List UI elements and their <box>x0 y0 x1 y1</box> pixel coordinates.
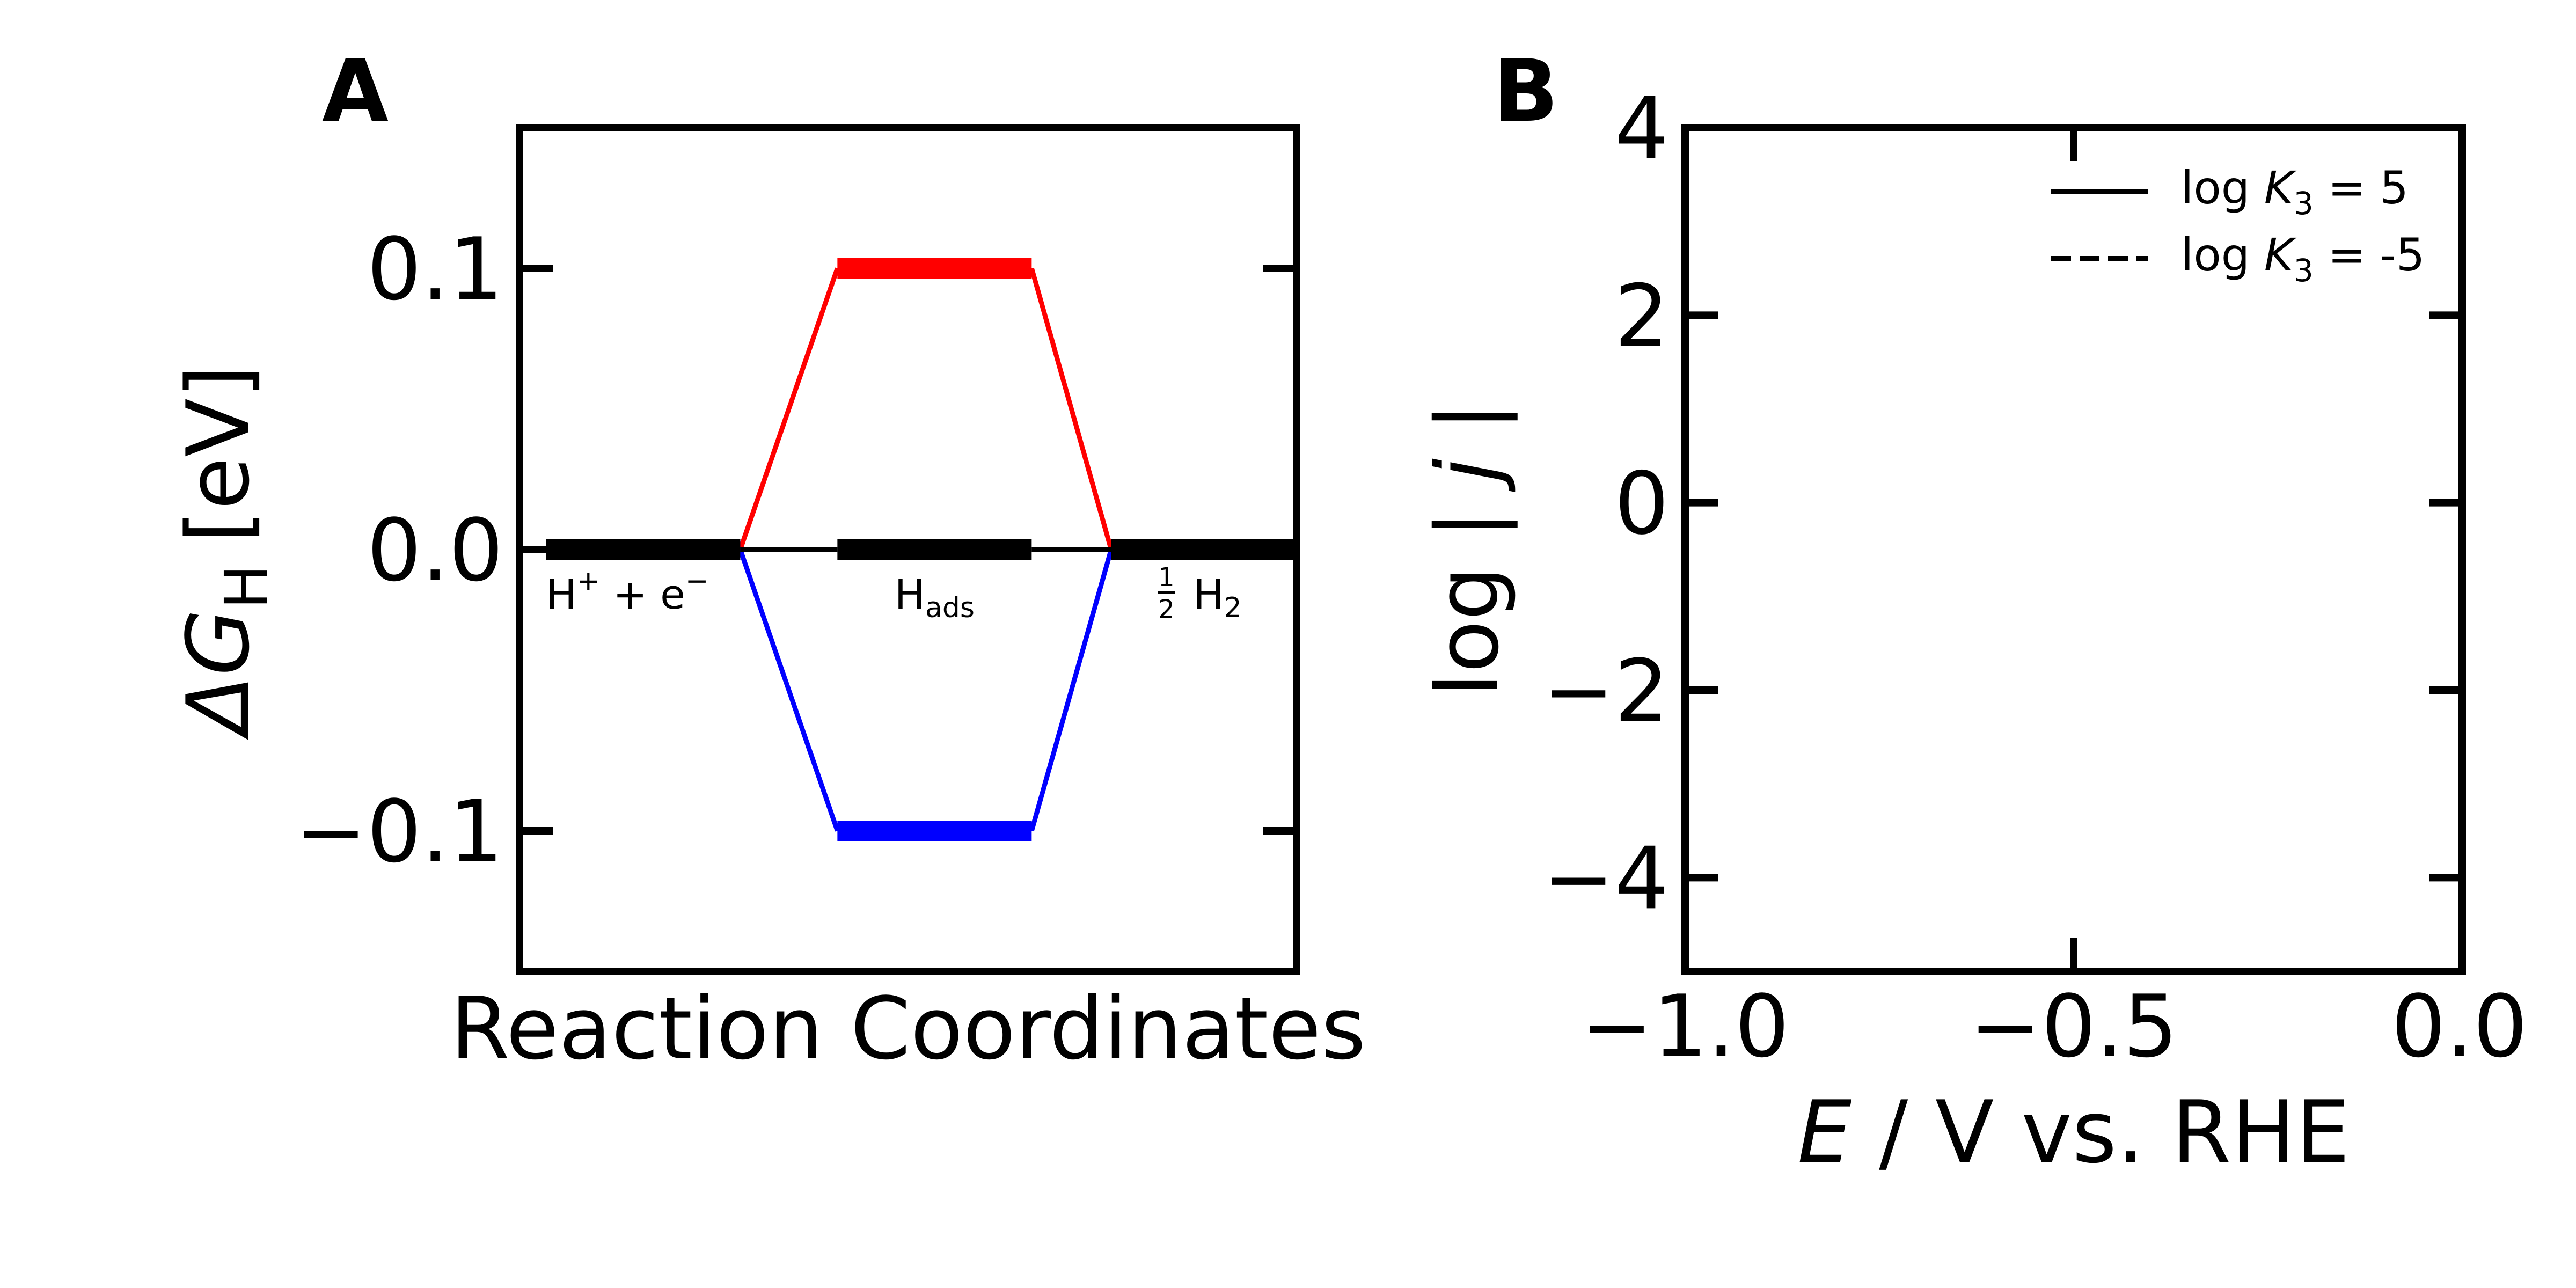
a-y-tick-label: 0.0 <box>367 500 503 601</box>
b-y-axis-label: log | j | <box>1417 402 1518 697</box>
panel-b: B −4 −2 0 2 4 −1.0 −0.5 0.0 log K3 = 5 log K3 =… <box>1417 41 2528 1182</box>
a-connector-line <box>738 267 840 551</box>
a-state-label: Hads <box>895 570 975 624</box>
a-y-axis-label: ΔGH[eV] <box>168 365 281 741</box>
a-connector-line <box>1029 548 1114 832</box>
a-state-label-frac-num: 1 <box>1158 562 1175 592</box>
a-state-label-frac-den: 2 <box>1158 595 1175 625</box>
a-y-tick-label: −0.1 <box>295 781 503 882</box>
b-legend-label-solid: log K3 = 5 <box>2181 162 2409 222</box>
b-x-tick-label: −1.0 <box>1581 976 1790 1077</box>
a-state-labels: H+ + e− Hads 12 H2 <box>546 562 1241 625</box>
b-legend: log K3 = 5 log K3 = -5 <box>2051 162 2425 289</box>
a-connector-line <box>1029 267 1114 551</box>
b-x-tick-label: −0.5 <box>1970 976 2178 1077</box>
a-y-ticks: −0.1 0.0 0.1 <box>295 219 1297 882</box>
b-y-tick-label: 4 <box>1614 78 1669 179</box>
b-y-tick-label: −4 <box>1542 828 1669 928</box>
panel-b-letter: B <box>1493 41 1558 141</box>
b-legend-label-dashed: log K3 = -5 <box>2181 229 2425 289</box>
b-x-tick-label: 0.0 <box>2391 976 2528 1077</box>
b-y-tick-label: 0 <box>1614 453 1669 554</box>
b-axis-ticks: −4 −2 0 2 4 −1.0 −0.5 0.0 <box>1542 78 2528 1077</box>
b-y-tick-label: −2 <box>1542 641 1669 741</box>
b-y-tick-label: 2 <box>1614 266 1669 366</box>
b-x-axis-label: E / V vs. RHE <box>1797 1082 2350 1182</box>
a-state-label: H2 <box>1193 570 1241 624</box>
a-energy-levels <box>546 258 1296 841</box>
a-state-label: H+ + e− <box>546 565 708 618</box>
a-connector-line <box>738 548 840 832</box>
panel-a: A −0.1 0.0 0.1 H+ + e− Hads 12 H2 Reaction Co… <box>168 41 1366 1079</box>
a-y-tick-label: 0.1 <box>367 219 503 319</box>
panel-a-letter: A <box>322 41 389 141</box>
a-x-axis-label: Reaction Coordinates <box>450 978 1366 1079</box>
